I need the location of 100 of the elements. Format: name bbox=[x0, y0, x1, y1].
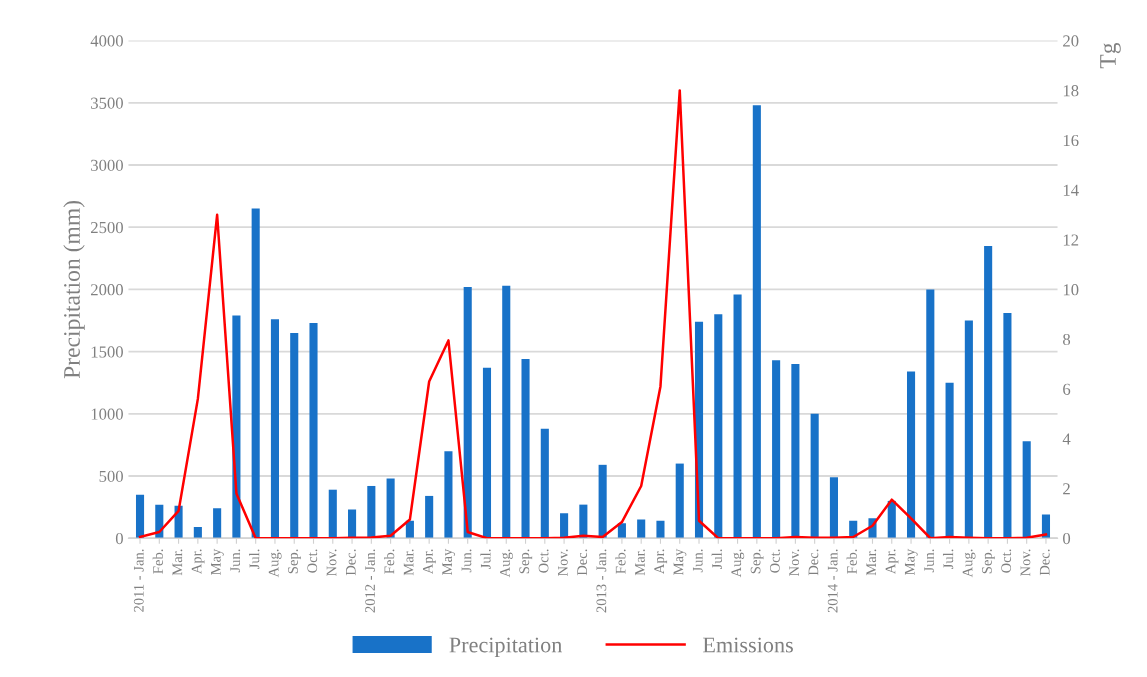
bar bbox=[945, 382, 954, 539]
bar bbox=[502, 285, 511, 539]
bar bbox=[984, 245, 993, 539]
bar bbox=[656, 520, 665, 539]
y-tick-label: 2500 bbox=[91, 221, 123, 234]
bar bbox=[251, 208, 260, 539]
x-tick-label: Mar. bbox=[635, 549, 645, 576]
x-tick-label: Sep. bbox=[288, 549, 301, 574]
bar bbox=[1041, 514, 1051, 539]
x-tick-label: Jul. bbox=[711, 549, 722, 569]
x-tick-label: Dec. bbox=[1039, 549, 1050, 576]
y-tick-label: 0 bbox=[115, 532, 123, 545]
x-tick-label: Aug. bbox=[500, 549, 513, 578]
y2-tick-label: 0 bbox=[1063, 532, 1071, 545]
x-tick-label: 2011 - Jan. bbox=[133, 549, 144, 612]
bar bbox=[906, 371, 916, 539]
bar bbox=[964, 320, 973, 539]
x-tick-label: Apr. bbox=[191, 549, 205, 575]
x-tick-label: Sep. bbox=[750, 549, 764, 574]
y-tick-label: 2000 bbox=[91, 284, 123, 296]
x-tick-label: Feb. bbox=[615, 549, 626, 574]
y2-tick-label: 16 bbox=[1063, 134, 1079, 147]
x-tick-label: Oct. bbox=[769, 549, 780, 573]
bar bbox=[270, 319, 279, 539]
x-tick-label: May bbox=[673, 548, 687, 575]
line-series bbox=[138, 89, 1048, 539]
bar bbox=[637, 519, 646, 539]
bar bbox=[579, 504, 588, 539]
bar bbox=[290, 332, 299, 539]
x-tick-label: Mar. bbox=[403, 549, 414, 576]
x-tick-label: Aug. bbox=[268, 549, 282, 578]
bar bbox=[926, 289, 935, 539]
x-tick-label: Jun. bbox=[230, 549, 241, 573]
y-tick-label: 3500 bbox=[91, 97, 123, 109]
bar bbox=[405, 520, 414, 539]
x-tick-label: May bbox=[904, 548, 918, 575]
bar bbox=[386, 478, 395, 539]
x-tick-label: Nov. bbox=[1020, 549, 1031, 577]
x-tick-label: Mar. bbox=[866, 549, 877, 576]
y2-tick-label: 14 bbox=[1063, 184, 1079, 196]
x-tick-label: Aug. bbox=[962, 549, 976, 578]
bar bbox=[752, 105, 761, 539]
bar bbox=[193, 527, 202, 539]
bar bbox=[829, 477, 838, 539]
x-tick-label: Jul. bbox=[942, 549, 954, 569]
x-tick-label: 2013 - Jan. bbox=[596, 549, 607, 613]
x-tick-label: Dec. bbox=[346, 549, 356, 576]
x-tick-label: Jul. bbox=[249, 549, 260, 569]
x-tick-label: May bbox=[211, 548, 224, 575]
x-tick-label: Feb. bbox=[152, 549, 164, 574]
bar bbox=[521, 359, 530, 539]
y-tick-label: 4000 bbox=[90, 35, 123, 47]
y2-tick-label: 2 bbox=[1063, 483, 1070, 495]
bar bbox=[1003, 313, 1012, 539]
y2-tick-label: 8 bbox=[1063, 333, 1071, 346]
bar bbox=[444, 451, 453, 539]
x-tick-label: Dec. bbox=[808, 549, 819, 576]
bar bbox=[348, 509, 357, 539]
bar bbox=[540, 428, 549, 539]
bar bbox=[309, 323, 318, 539]
x-tick-label: Apr. bbox=[885, 549, 899, 575]
x-tick-label: Dec. bbox=[577, 549, 588, 576]
x-tick-label: Mar. bbox=[172, 549, 183, 576]
bar bbox=[598, 464, 607, 539]
bar bbox=[463, 286, 472, 539]
bar bbox=[791, 364, 800, 539]
y-axis-title: Precipitation (mm) bbox=[63, 200, 85, 379]
x-tick-label: Oct. bbox=[1001, 549, 1012, 573]
x-tick-label: Sep. bbox=[519, 549, 533, 574]
bar bbox=[213, 508, 222, 539]
legend-label: Precipitation bbox=[449, 637, 563, 657]
y-tick-label: 3000 bbox=[91, 159, 123, 171]
y2-tick-label: 12 bbox=[1063, 234, 1079, 246]
y2-tick-label: 18 bbox=[1063, 85, 1079, 97]
legend-label: Emissions bbox=[703, 637, 793, 653]
y2-tick-label: 10 bbox=[1063, 284, 1079, 296]
x-tick-label: Nov. bbox=[558, 549, 568, 577]
x-tick-label: Oct. bbox=[307, 549, 318, 573]
y2-axis-title: Tg bbox=[1100, 42, 1121, 69]
bar bbox=[135, 494, 145, 539]
x-tick-label: May bbox=[442, 548, 456, 575]
x-tick-label: Aug. bbox=[731, 549, 745, 578]
x-tick-label: Feb. bbox=[846, 549, 857, 574]
x-tick-label: Feb. bbox=[384, 549, 395, 574]
x-tick-label: Nov. bbox=[326, 549, 337, 577]
x-tick-label: 2012 - Jan. bbox=[365, 549, 376, 613]
bar bbox=[1022, 441, 1031, 539]
y-tick-label: 1500 bbox=[91, 346, 123, 358]
bar bbox=[328, 489, 337, 539]
x-tick-label: Oct. bbox=[538, 549, 549, 573]
x-tick-label: Apr. bbox=[423, 549, 436, 575]
bar bbox=[887, 500, 896, 539]
x-tick-label: Jun. bbox=[692, 549, 703, 573]
bar bbox=[482, 367, 492, 539]
bar bbox=[772, 360, 781, 539]
x-tick-label: Jun. bbox=[461, 549, 472, 573]
y2-tick-label: 4 bbox=[1062, 433, 1071, 445]
bar bbox=[733, 294, 742, 539]
bar bbox=[675, 463, 684, 539]
y-tick-label: 500 bbox=[99, 470, 123, 482]
